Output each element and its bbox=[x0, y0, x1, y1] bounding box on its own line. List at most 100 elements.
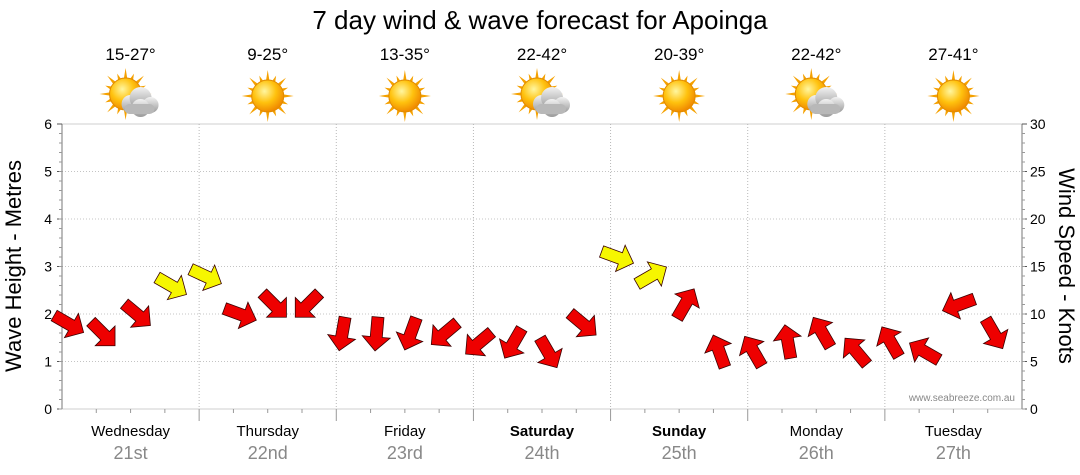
cloud-base bbox=[536, 104, 566, 114]
wind-arrow bbox=[187, 263, 222, 292]
date-label: 23rd bbox=[387, 443, 423, 463]
wind-arrow bbox=[941, 291, 977, 320]
sun-ray bbox=[419, 94, 431, 98]
chart-title: 7 day wind & wave forecast for Apoinga bbox=[312, 5, 768, 35]
sun-disc bbox=[251, 79, 285, 113]
sun-disc bbox=[388, 79, 422, 113]
sun-ray bbox=[785, 92, 797, 96]
wind-arrow bbox=[361, 316, 392, 352]
wind-arrow bbox=[465, 327, 497, 357]
wind-series bbox=[50, 244, 1009, 370]
wind-arrow bbox=[257, 288, 287, 318]
wind-arrow bbox=[671, 288, 700, 322]
day-label: Friday bbox=[384, 423, 426, 440]
temperature-range: 9-25° bbox=[247, 45, 288, 64]
day-label: Saturday bbox=[510, 423, 575, 440]
sun-ray bbox=[282, 94, 294, 98]
sun-ray bbox=[511, 92, 523, 96]
sunny-icon bbox=[378, 70, 431, 122]
wind-arrow bbox=[807, 316, 837, 351]
date-label: 26th bbox=[799, 443, 834, 463]
date-label: 24th bbox=[524, 443, 559, 463]
wind-arrow bbox=[599, 244, 635, 273]
wind-arrow bbox=[326, 315, 357, 352]
right-tick-label: 20 bbox=[1030, 211, 1046, 227]
right-tick-label: 5 bbox=[1030, 354, 1038, 370]
day-label: Wednesday bbox=[91, 423, 170, 440]
wind-arrow bbox=[395, 315, 424, 351]
date-label: 22nd bbox=[248, 443, 288, 463]
temperature-range: 20-39° bbox=[654, 45, 704, 64]
sun-ray bbox=[403, 70, 407, 82]
wind-arrow bbox=[842, 337, 873, 369]
wind-arrow bbox=[565, 308, 597, 338]
temperature-range: 22-42° bbox=[791, 45, 841, 64]
sun-ray bbox=[951, 70, 956, 82]
left-axis-label: Wave Height - Metres bbox=[1, 160, 26, 372]
partly-cloudy-icon bbox=[785, 68, 845, 120]
sun-ray bbox=[677, 110, 681, 122]
wind-arrow bbox=[153, 271, 187, 301]
sun-ray bbox=[535, 68, 539, 80]
sun-ray bbox=[241, 94, 253, 98]
cloud-base bbox=[124, 104, 155, 114]
left-tick-label: 5 bbox=[44, 164, 52, 180]
sun-ray bbox=[927, 94, 939, 98]
left-tick-label: 3 bbox=[44, 259, 52, 275]
sun-ray bbox=[968, 94, 980, 98]
date-label: 27th bbox=[936, 443, 971, 463]
right-tick-label: 10 bbox=[1030, 306, 1046, 322]
partly-cloudy-icon bbox=[99, 68, 159, 120]
left-tick-label: 4 bbox=[44, 211, 52, 227]
wind-arrow bbox=[738, 335, 768, 370]
temperature-range: 27-41° bbox=[928, 45, 978, 64]
sun-ray bbox=[123, 68, 128, 80]
temperature-range: 15-27° bbox=[105, 45, 155, 64]
cloud-shape bbox=[533, 87, 570, 117]
wind-arrow bbox=[294, 288, 325, 318]
right-axis-label: Wind Speed - Knots bbox=[1054, 168, 1079, 364]
date-label: 25th bbox=[662, 443, 697, 463]
left-tick-label: 6 bbox=[44, 116, 52, 132]
wind-arrow bbox=[633, 261, 667, 290]
sun-ray bbox=[99, 92, 111, 96]
sun-ray bbox=[677, 70, 681, 82]
wind-arrow bbox=[876, 326, 905, 360]
day-label: Monday bbox=[790, 423, 844, 440]
sun-ray bbox=[403, 110, 407, 122]
wind-arrow bbox=[50, 309, 85, 339]
sun-disc bbox=[936, 79, 970, 113]
cloud-base bbox=[810, 104, 841, 114]
sun-ray bbox=[694, 94, 706, 98]
wind-arrow bbox=[86, 316, 116, 347]
left-tick-label: 1 bbox=[44, 354, 52, 370]
partly-cloudy-icon bbox=[511, 68, 570, 120]
sun-ray bbox=[378, 94, 390, 98]
temperature-range: 22-42° bbox=[517, 45, 567, 64]
right-axis: 0 5 10 15 20 25 30 bbox=[1021, 116, 1046, 417]
sun-ray bbox=[265, 70, 270, 82]
sun-ray bbox=[809, 68, 814, 80]
wind-arrow bbox=[119, 298, 151, 328]
day-label: Tuesday bbox=[925, 423, 982, 440]
sunny-icon bbox=[241, 70, 294, 122]
wind-arrow bbox=[772, 324, 803, 360]
wind-arrow bbox=[534, 334, 563, 369]
date-label: 21st bbox=[114, 443, 148, 463]
right-tick-label: 25 bbox=[1030, 164, 1046, 180]
temperature-range: 13-35° bbox=[380, 45, 430, 64]
wind-arrow bbox=[498, 325, 528, 359]
right-tick-label: 15 bbox=[1030, 259, 1046, 275]
wind-arrow bbox=[909, 337, 943, 366]
wind-arrow bbox=[430, 317, 462, 347]
wind-arrow bbox=[221, 301, 257, 330]
x-axis: Wednesday 21st Thursday 22nd Friday 23rd Satur… bbox=[91, 409, 989, 463]
sun-ray bbox=[653, 94, 665, 98]
left-tick-label: 2 bbox=[44, 306, 52, 322]
sunny-icon bbox=[927, 70, 980, 122]
sun-ray bbox=[265, 110, 270, 122]
credit-label: www.seabreeze.com.au bbox=[908, 393, 1015, 404]
day-label: Sunday bbox=[652, 423, 707, 440]
cloud-shape bbox=[121, 87, 159, 117]
